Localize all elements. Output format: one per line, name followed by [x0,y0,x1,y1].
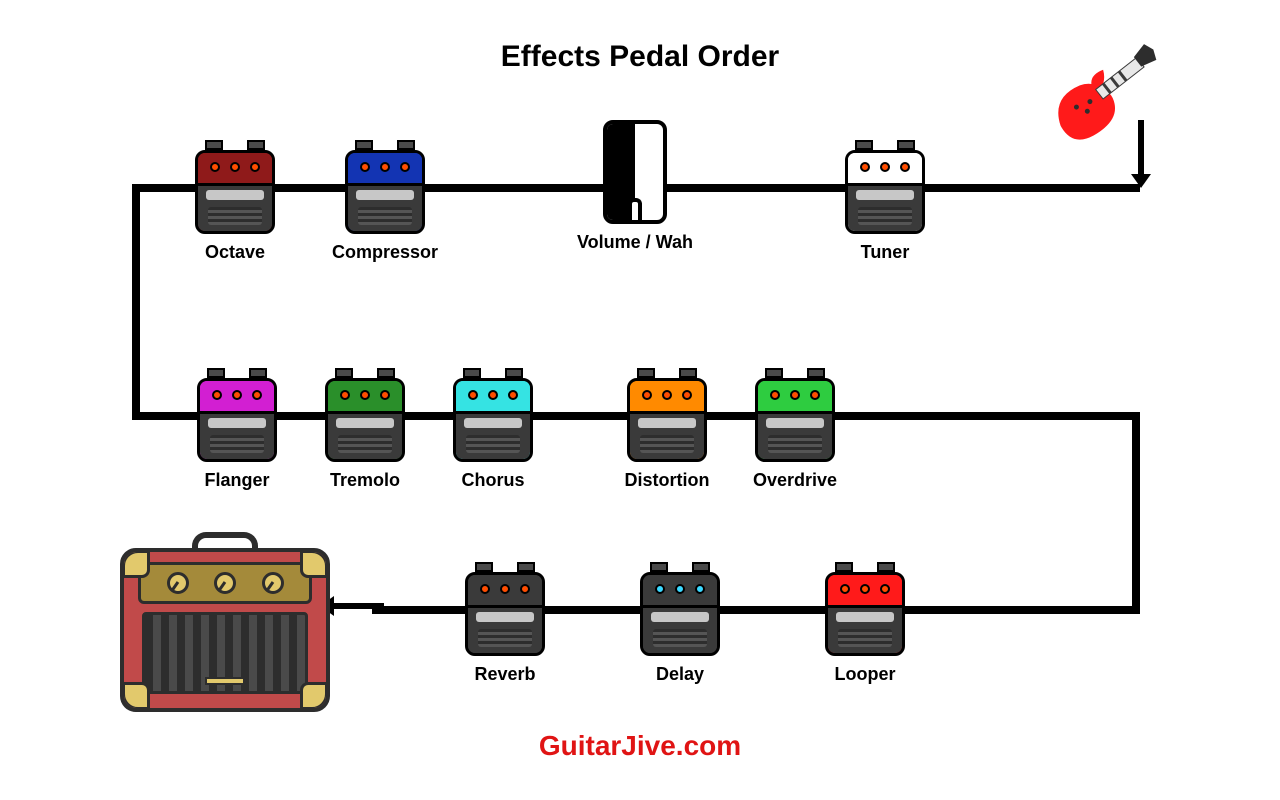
amp-dial [214,572,236,594]
pedal-label: Reverb [450,664,560,685]
guitar-icon [1030,40,1170,150]
cable-segment [1132,412,1140,614]
page-title: Effects Pedal Order [501,40,779,74]
pedal-label: Distortion [612,470,722,491]
amplifier-icon [120,548,330,712]
pedal-label: Compressor [330,242,440,263]
pedal-label: Chorus [438,470,548,491]
pedal-distortion: Distortion [612,368,722,491]
diagram-canvas: Effects Pedal Order [0,0,1280,800]
pedal-octave: Octave [180,140,290,263]
pedal-volume-wah: Volume / Wah [555,120,715,253]
watermark-text: GuitarJive.com [539,730,741,762]
pedal-chorus: Chorus [438,368,548,491]
amp-dial [167,572,189,594]
pedal-label: Volume / Wah [555,232,715,253]
pedal-label: Overdrive [740,470,850,491]
pedal-label: Octave [180,242,290,263]
pedal-compressor: Compressor [330,140,440,263]
amp-dial [262,572,284,594]
pedal-label: Flanger [182,470,292,491]
pedal-label: Tremolo [310,470,420,491]
pedal-delay: Delay [625,562,735,685]
pedal-reverb: Reverb [450,562,560,685]
pedal-tuner: Tuner [830,140,940,263]
pedal-overdrive: Overdrive [740,368,850,491]
pedal-looper: Looper [810,562,920,685]
pedal-tremolo: Tremolo [310,368,420,491]
pedal-label: Delay [625,664,735,685]
cable-segment [132,184,140,420]
pedal-label: Looper [810,664,920,685]
pedal-label: Tuner [830,242,940,263]
pedal-flanger: Flanger [182,368,292,491]
